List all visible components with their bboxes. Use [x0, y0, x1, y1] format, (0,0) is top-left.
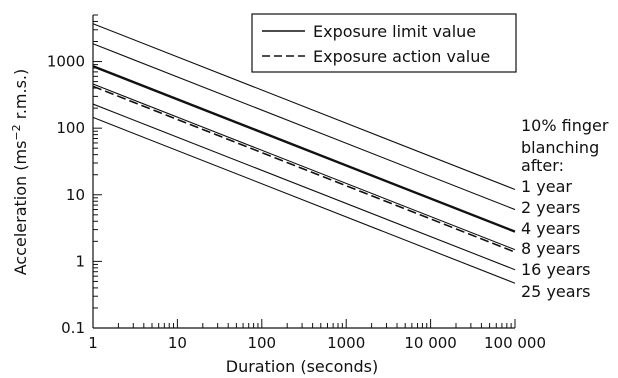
- y-tick-label: 1000: [47, 53, 85, 71]
- annotation-block: 10% finger blanching after: 1 year 2 yea…: [521, 116, 609, 301]
- series-blanching-line-5: [92, 103, 516, 271]
- series-blanching-line-1: [92, 43, 516, 211]
- annotation-header-line-3: after:: [521, 156, 564, 175]
- annotation-header-line-1: 10% finger: [521, 116, 609, 135]
- legend-label-action: Exposure action value: [313, 47, 490, 66]
- series-exposure-action-line: [92, 85, 516, 253]
- x-tick-label: 10: [168, 334, 187, 352]
- y-tick-label: 100: [56, 119, 85, 137]
- annotation-label-8-years: 8 years: [521, 239, 580, 258]
- y-axis-title-sup: −2: [10, 124, 23, 140]
- series-blanching-line-6: [92, 116, 516, 284]
- y-tick-label: 1: [75, 252, 85, 270]
- x-tick-label: 100: [247, 334, 276, 352]
- annotation-label-25-years: 25 years: [521, 282, 590, 301]
- annotation-header-line-2: blanching: [521, 138, 599, 157]
- series-blanching-line-0: [92, 23, 516, 191]
- y-axis-title-main: Acceleration (ms: [11, 141, 30, 276]
- legend-box: [251, 13, 517, 73]
- y-tick-label: 10: [66, 186, 85, 204]
- y-axis-title-suffix: r.m.s.): [11, 69, 30, 125]
- annotation-label-16-years: 16 years: [521, 260, 590, 279]
- x-tick-label: 100 000: [484, 334, 546, 352]
- legend-label-limit: Exposure limit value: [313, 22, 476, 41]
- x-tick-label: 1000: [327, 334, 365, 352]
- x-tick-label: 10 000: [404, 334, 457, 352]
- annotation-label-1-year: 1 year: [521, 177, 572, 196]
- y-tick-label: 0.1: [61, 319, 85, 337]
- x-axis-title: Duration (seconds): [226, 357, 378, 376]
- series-blanching-line-3: [92, 83, 516, 251]
- annotation-label-2-years: 2 years: [521, 198, 580, 217]
- y-axis-title: Acceleration (ms−2 r.m.s.): [10, 69, 30, 276]
- series-exposure-limit-line: [92, 65, 516, 233]
- x-tick-label: 1: [88, 334, 98, 352]
- series-layer: [92, 23, 516, 284]
- legend: Exposure limit value Exposure action val…: [251, 13, 517, 73]
- annotation-label-4-years: 4 years: [521, 219, 580, 238]
